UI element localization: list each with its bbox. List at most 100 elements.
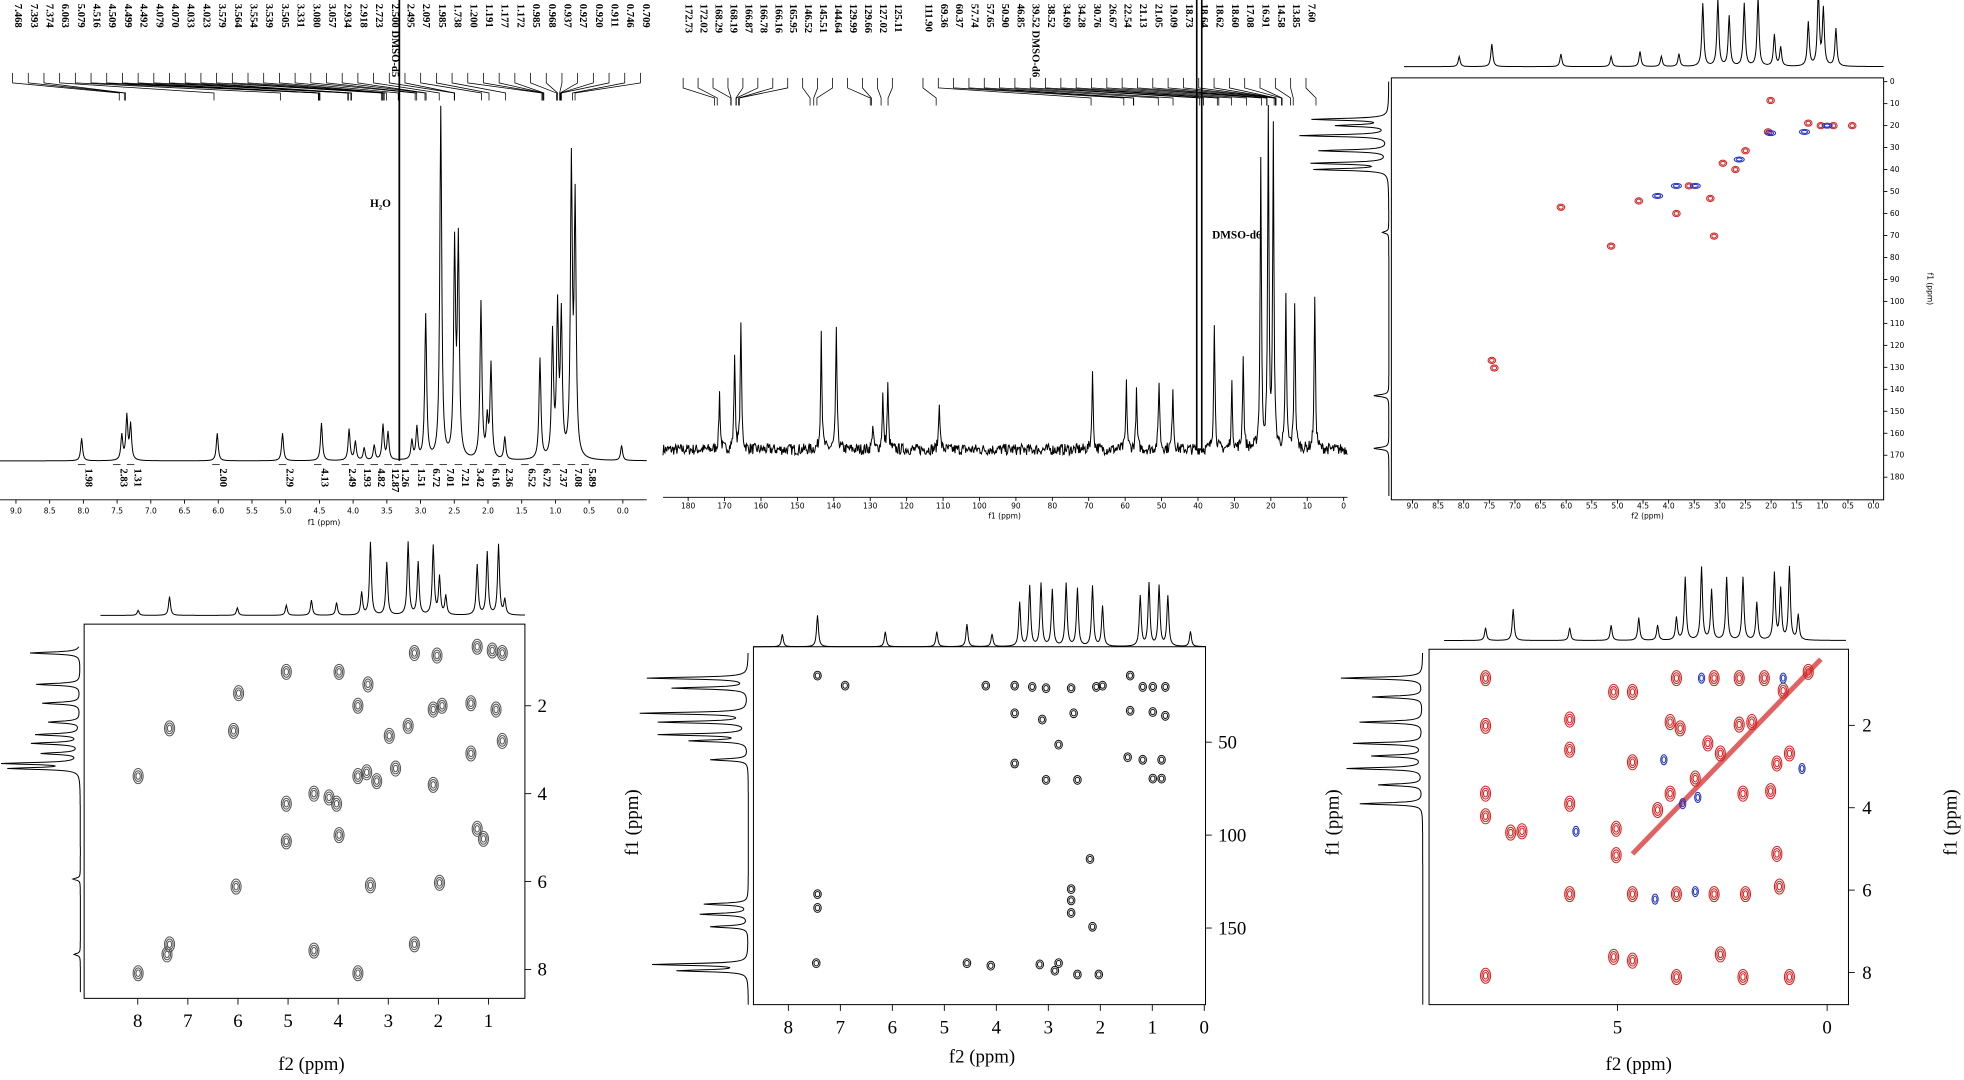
peak-leader	[1274, 77, 1291, 106]
contour	[1157, 754, 1166, 765]
contour	[1068, 885, 1074, 893]
diagonal	[1630, 657, 1823, 856]
contour	[1068, 897, 1074, 904]
contour	[1074, 971, 1081, 978]
y-tick-label: 2	[537, 696, 546, 717]
contour	[1772, 757, 1781, 770]
contour	[1741, 888, 1750, 901]
peak-leader	[90, 72, 319, 101]
contour	[471, 638, 483, 655]
peak-label: 17.08	[1244, 4, 1256, 28]
contour	[1564, 741, 1576, 758]
contour	[324, 791, 334, 804]
contour	[352, 965, 364, 982]
contour	[466, 697, 475, 710]
y-tick-label: 130	[1890, 363, 1905, 372]
peak-label: 1.191	[483, 4, 495, 28]
contour	[1565, 713, 1574, 726]
peak-leader	[937, 77, 1092, 106]
x-tick-label: 3.5	[1688, 502, 1700, 511]
contour	[1670, 182, 1682, 189]
peak-leader	[27, 72, 125, 101]
peak-leader	[1106, 77, 1247, 106]
peak-label: 3.539	[263, 4, 275, 28]
contour	[1661, 756, 1667, 764]
peak-leader	[59, 72, 215, 101]
contour	[1087, 855, 1093, 863]
peak-label: 2.495	[404, 4, 416, 28]
peak-label: 22.54	[1122, 4, 1134, 29]
contour	[1691, 772, 1700, 785]
y-tick-label: 150	[1890, 407, 1905, 416]
x-tick-label: 170	[717, 502, 732, 511]
contour	[842, 682, 848, 689]
f-left-trace	[1340, 653, 1424, 1005]
contour	[1613, 825, 1619, 833]
peak-label: 144.64	[832, 4, 844, 34]
peak-label: 166.87	[742, 4, 754, 34]
contour	[1773, 878, 1785, 895]
contour	[404, 719, 413, 732]
contour	[1771, 755, 1783, 772]
y-tick-label: 90	[1890, 275, 1900, 284]
contour	[1011, 710, 1018, 717]
contour	[1711, 233, 1717, 239]
contour	[410, 647, 419, 659]
contour	[1093, 683, 1100, 691]
contour	[282, 665, 291, 678]
contour	[814, 890, 821, 898]
contour	[408, 644, 420, 662]
x-axis-label: f1 (ppm)	[308, 518, 341, 527]
contour	[1717, 749, 1724, 758]
contour	[1037, 961, 1043, 968]
contour	[439, 702, 445, 710]
contour	[1718, 159, 1728, 167]
contour	[1653, 804, 1662, 816]
contour	[135, 772, 141, 780]
contour	[1567, 715, 1573, 724]
contour	[1482, 812, 1489, 820]
integral-label: 6.52	[526, 468, 538, 487]
contour	[1482, 674, 1489, 682]
contour	[473, 640, 482, 653]
y-tick-label: 170	[1890, 451, 1905, 460]
peak-leader	[1121, 77, 1262, 106]
contour	[1125, 670, 1135, 681]
contour	[1652, 192, 1664, 199]
contour	[986, 960, 996, 971]
contour	[367, 881, 374, 890]
integral-label: 2.83	[118, 468, 130, 487]
peak-leader	[922, 77, 937, 106]
x-tick-label: 90	[1011, 502, 1021, 511]
contour	[811, 958, 821, 969]
contour	[1628, 954, 1637, 967]
contour	[1765, 130, 1777, 137]
x-tick-label: 6.0	[212, 507, 224, 516]
peak-leader	[1290, 77, 1294, 106]
contour	[499, 737, 505, 745]
x-tick-label: 0.5	[583, 507, 595, 516]
peak-leader	[435, 72, 490, 101]
contour	[164, 936, 176, 953]
y-tick-label: 20	[1890, 121, 1900, 130]
contour	[336, 831, 342, 839]
contour	[429, 778, 438, 791]
contour	[1158, 775, 1165, 782]
peak-label: 172.02	[698, 4, 710, 33]
y-tick-label: 120	[1890, 341, 1905, 350]
contour	[1785, 747, 1794, 760]
peak-label: 7.374	[43, 4, 55, 29]
contour	[427, 701, 439, 718]
annotation: DMSO-d6	[1212, 230, 1262, 242]
peak-leader	[326, 72, 418, 101]
contour	[1798, 128, 1811, 135]
contour	[1740, 789, 1746, 798]
contour	[308, 942, 320, 959]
x-tick-label: 6.5	[179, 507, 191, 516]
contour	[1010, 708, 1019, 719]
peak-leader	[216, 72, 382, 101]
contour	[1010, 758, 1019, 769]
contour	[1480, 808, 1492, 825]
contour	[1780, 674, 1786, 682]
contour	[1786, 973, 1793, 981]
